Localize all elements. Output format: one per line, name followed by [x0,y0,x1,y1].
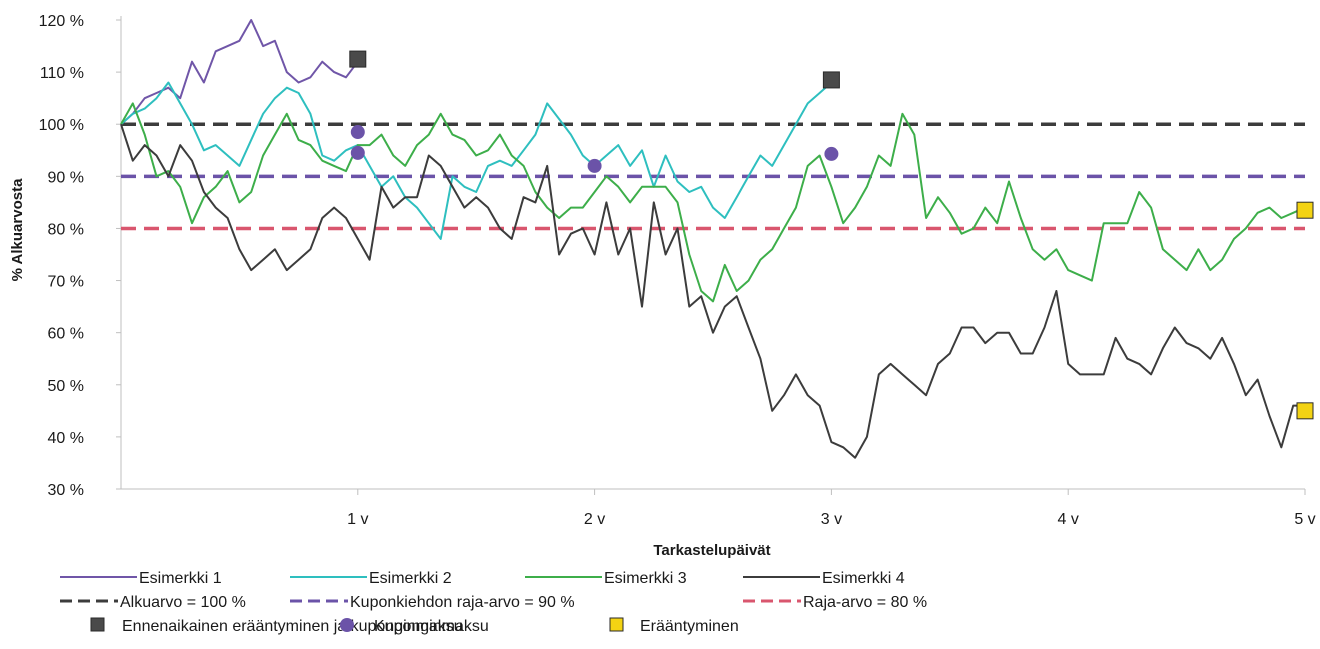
marker-circle [824,146,839,161]
legend-label: Erääntyminen [640,618,739,635]
y-tick-label: 40 % [48,430,84,447]
y-tick-label: 70 % [48,274,84,291]
legend-swatch-marker [340,618,354,632]
marker-square [1296,402,1314,420]
x-tick-label: 1 v [347,511,368,528]
legend: Esimerkki 1 Esimerkki 2 Esimerkki 3 Esimerk… [60,570,927,635]
marker-square [1296,201,1314,219]
legend-label: Raja-arvo = 80 % [803,594,927,611]
y-tick-label: 100 % [39,117,84,134]
legend-label: Kuponginmaksu [374,618,489,635]
y-tick-label: 30 % [48,482,84,499]
marker-square [349,50,367,68]
axes: 30 % 40 % 50 % 60 % 70 % 80 % 90 % 100 % 110 % 12… [39,13,1316,528]
series-line-1 [120,19,359,125]
marker-circle [350,145,365,160]
y-tick-label: 110 % [40,65,84,82]
legend-label: Kuponkiehdon raja-arvo = 90 % [350,594,575,611]
marker-points [349,50,1314,420]
legend-swatch-marker [90,617,105,632]
x-tick-label: 3 v [821,511,842,528]
x-axis-title: Tarkastelupäivät [653,542,770,559]
x-tick-label: 4 v [1058,511,1079,528]
legend-label: Esimerkki 2 [369,570,452,587]
series-line-3 [120,102,1306,303]
legend-label: Esimerkki 3 [604,570,687,587]
y-tick-label: 90 % [48,169,84,186]
x-tick-label: 2 v [584,511,605,528]
legend-swatch-marker [609,617,624,632]
series-line-2 [120,81,833,240]
marker-square [822,71,840,89]
y-axis-title: % Alkuarvosta [9,178,26,281]
legend-label: Esimerkki 1 [139,570,222,587]
y-tick-label: 120 % [39,13,84,30]
marker-circle [350,125,365,140]
legend-label: Ennenaikainen erääntyminen ja kuponginma… [122,618,463,635]
marker-circle [587,158,602,173]
y-tick-label: 60 % [48,326,84,343]
legend-label: Alkuarvo = 100 % [120,594,246,611]
x-tick-label: 5 v [1294,511,1315,528]
y-tick-label: 50 % [48,378,84,395]
series-line-4 [120,123,1305,459]
legend-label: Esimerkki 4 [822,570,905,587]
y-tick-label: 80 % [48,221,84,238]
series-lines [120,19,1306,459]
